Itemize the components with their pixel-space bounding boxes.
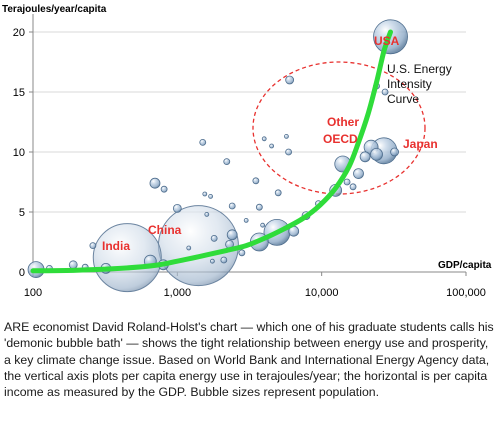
bubble — [223, 158, 231, 166]
x-tick-labels: 100 1,000 10,000 100,000 — [24, 287, 486, 299]
chart-caption: ARE economist David Roland-Holst's chart… — [4, 320, 494, 400]
china-label: China — [148, 223, 182, 237]
bubble — [370, 147, 383, 161]
bubble — [68, 260, 78, 270]
y-tick-label: 10 — [13, 147, 25, 159]
bubble — [260, 222, 266, 228]
bubble — [381, 88, 389, 96]
bubble — [199, 138, 207, 146]
x-tick-label: 1,000 — [164, 287, 192, 299]
bubble — [353, 168, 364, 180]
bubble — [186, 245, 192, 251]
curve-label-line3: Curve — [387, 92, 419, 106]
bubble — [269, 143, 275, 149]
other-oecd-label-line1: Other — [327, 115, 359, 129]
x-axis-label: GDP/capita — [438, 260, 492, 271]
gridlines — [33, 31, 466, 213]
bubble — [261, 136, 267, 142]
y-tick-label: 20 — [13, 27, 25, 39]
bubble — [228, 202, 236, 210]
bubble — [208, 193, 213, 199]
y-tick-label: 15 — [13, 87, 25, 99]
bubble — [390, 147, 399, 157]
axes — [29, 14, 467, 276]
bubble — [220, 256, 228, 264]
bubble — [243, 217, 249, 223]
y-tick-label: 5 — [19, 207, 25, 219]
x-tick-label: 10,000 — [305, 287, 339, 299]
india-label: India — [102, 239, 130, 253]
y-axis-label: Terajoules/year/capita — [2, 4, 107, 15]
x-tick-label: 100,000 — [446, 287, 486, 299]
bubble — [284, 133, 289, 139]
x-tick-label: 100 — [24, 287, 42, 299]
curve-label-line2: Intensity — [387, 77, 432, 91]
bubble — [285, 75, 295, 85]
bubble — [172, 203, 182, 213]
bubble — [226, 229, 238, 241]
bubble — [238, 249, 246, 257]
bubble-chart: Terajoules/year/capita GDP/capita 0 5 10 15… — [2, 4, 492, 299]
bubble — [359, 151, 371, 163]
bubble — [349, 183, 357, 191]
bubble — [274, 189, 282, 197]
bubble — [252, 177, 260, 185]
y-tick-label: 0 — [19, 267, 25, 279]
bubble — [204, 211, 210, 217]
bubble — [285, 148, 292, 156]
bubble — [202, 191, 208, 197]
bubble-india — [92, 223, 162, 293]
bubble — [89, 242, 97, 250]
us-energy-intensity-curve — [30, 29, 393, 274]
curve-label-line1: U.S. Energy — [387, 62, 452, 76]
bubble — [210, 234, 218, 242]
japan-label: Japan — [403, 137, 438, 151]
usa-label: USA — [374, 34, 400, 48]
bubble — [255, 203, 263, 211]
other-oecd-label-line2: OECD — [323, 132, 358, 146]
bubble — [149, 177, 161, 189]
y-tick-labels: 0 5 10 15 20 — [13, 27, 25, 279]
bubble — [343, 178, 351, 186]
bubble — [210, 258, 215, 264]
bubble — [160, 185, 168, 193]
chart-area: Terajoules/year/capita GDP/capita 0 5 10 15… — [2, 4, 492, 299]
